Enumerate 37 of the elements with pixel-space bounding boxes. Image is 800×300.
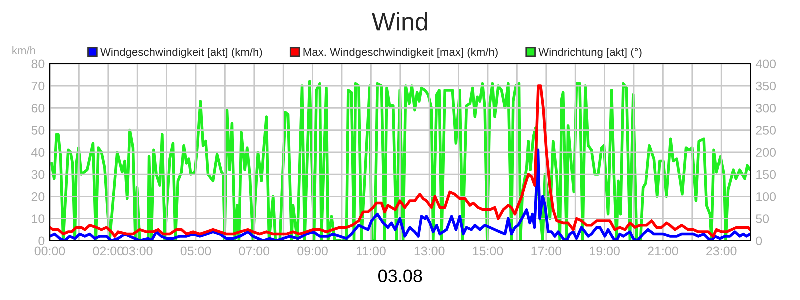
x-tick-label: 17:00 — [532, 246, 562, 256]
x-tick-label: 07:00 — [239, 246, 270, 256]
y-tick-label: 40 — [32, 148, 45, 158]
y-tick-label: 60 — [32, 104, 45, 113]
x-tick-label: 15:00 — [473, 246, 504, 256]
y2-tick-label: 100 — [756, 192, 776, 202]
y-axis-title: km/h — [12, 46, 36, 55]
y-tick-label: 10 — [32, 214, 45, 224]
x-tick-label: 00:00 — [34, 246, 66, 256]
x-tick-label: 11:00 — [356, 246, 386, 256]
y-tick-label: 20 — [32, 192, 45, 202]
y2-tick-label: 250 — [756, 126, 776, 135]
y-tick-label: 70 — [32, 82, 45, 91]
y-tick-label: 50 — [32, 126, 45, 135]
x-axis-title: 03.08 — [378, 270, 422, 282]
y2-tick-label: 200 — [756, 148, 776, 158]
y2-tick-label: 400 — [756, 60, 776, 69]
x-tick-label: 19:00 — [590, 246, 620, 256]
y-tick-label: 80 — [32, 60, 45, 69]
x-tick-label: 05:00 — [180, 246, 212, 256]
x-tick-label: 03:00 — [122, 246, 153, 256]
legend-label: Max. Windgeschwindigkeit [max] (km/h) — [304, 48, 498, 58]
y-tick-label: 0 — [38, 236, 45, 246]
x-tick-label: 13:00 — [414, 246, 445, 256]
y2-tick-label: 350 — [756, 82, 776, 91]
y2-tick-label: 300 — [756, 104, 776, 113]
y2-tick-label: 150 — [756, 170, 776, 180]
x-tick-label: 09:00 — [298, 246, 328, 256]
x-tick-label: 23:00 — [706, 246, 737, 256]
y2-tick-label: 50 — [756, 214, 770, 224]
x-tick-label: 21:00 — [648, 246, 678, 256]
chart-title: Wind — [372, 12, 428, 31]
legend-label: Windgeschwindigkeit [akt] (km/h) — [100, 48, 262, 58]
x-tick-label: 02:00 — [93, 246, 124, 256]
y-tick-label: 30 — [32, 170, 45, 180]
legend-label: Windrichtung [akt] (°) — [538, 48, 642, 58]
y2-tick-label: 0 — [756, 236, 762, 246]
